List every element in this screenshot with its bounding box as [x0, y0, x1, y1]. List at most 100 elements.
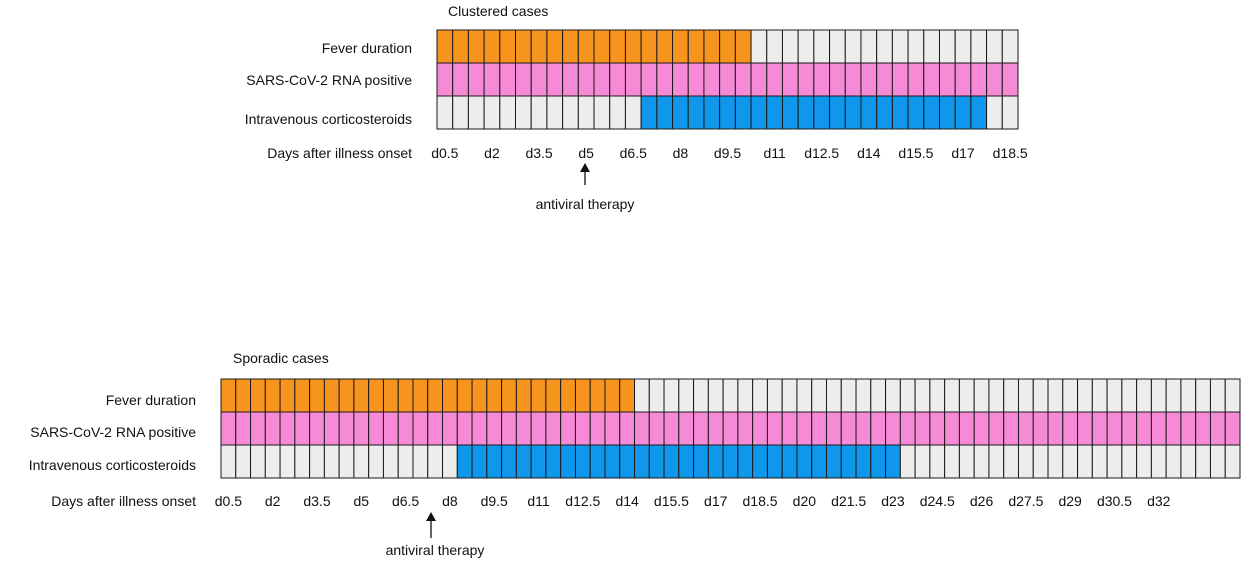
sporadic-antiviral-arrow	[426, 512, 436, 538]
clustered-steroids-cell-13	[624, 95, 642, 130]
sporadic-fever-cell-17	[456, 378, 473, 413]
clustered-rna-cell-36	[986, 62, 1003, 97]
sporadic-steroids-cell-41	[811, 444, 827, 479]
sporadic-steroids-cell-49	[929, 444, 946, 479]
sporadic-rna-cell-13	[397, 411, 414, 446]
sporadic-steroids-cell-2	[235, 444, 252, 479]
clustered-steroids-cell-8	[546, 95, 564, 130]
sporadic-rna-cell-67	[1195, 411, 1211, 446]
sporadic-rna-cell-58	[1062, 411, 1079, 446]
sporadic-tick-label: d21.5	[831, 493, 866, 509]
sporadic-rna-cell-50	[944, 411, 960, 446]
sporadic-steroids-cell-60	[1091, 444, 1108, 479]
sporadic-steroids-cell-17	[456, 444, 473, 479]
sporadic-tick-label: d18.5	[743, 493, 778, 509]
sporadic-fever-cell-47	[899, 378, 916, 413]
clustered-steroids-cell-29	[876, 95, 893, 130]
sporadic-rna-cell-22	[530, 411, 547, 446]
clustered-fever-cell-28	[860, 29, 878, 64]
clustered-row-label-steroids: Intravenous corticosteroids	[245, 111, 412, 127]
clustered-fever-cell-30	[891, 29, 909, 64]
sporadic-rna-cell-17	[456, 411, 473, 446]
sporadic-rna-cell-32	[678, 411, 695, 446]
clustered-fever-cell-26	[829, 29, 846, 64]
sporadic-rna-cell-39	[781, 411, 798, 446]
sporadic-fever-cell-39	[781, 378, 798, 413]
sporadic-steroids-cell-64	[1150, 444, 1167, 479]
sporadic-steroids-cell-27	[604, 444, 621, 479]
clustered-rna-cell-1	[436, 62, 454, 97]
sporadic-steroids-cell-11	[368, 444, 384, 479]
clustered-rna-cell-8	[546, 62, 564, 97]
sporadic-steroids-cell-4	[264, 444, 281, 479]
clustered-rna-cell-10	[577, 62, 595, 97]
sporadic-fever-cell-64	[1150, 378, 1167, 413]
clustered-steroids-cell-26	[829, 95, 846, 130]
sporadic-rna-cell-47	[899, 411, 916, 446]
sporadic-rna-cell-69	[1224, 411, 1241, 446]
sporadic-steroids-cell-21	[515, 444, 532, 479]
clustered-steroids-cell-18	[703, 95, 721, 130]
clustered-steroids-cell-24	[797, 95, 815, 130]
clustered-rna-cell-13	[624, 62, 642, 97]
clustered-fever-cell-33	[938, 29, 956, 64]
clustered-steroids-cell-37	[1001, 95, 1019, 130]
clustered-rna-cell-6	[515, 62, 532, 97]
sporadic-steroids-cell-18	[471, 444, 488, 479]
sporadic-fever-cell-6	[294, 378, 311, 413]
sporadic-tick-label: d14	[615, 493, 639, 509]
sporadic-steroids-cell-39	[781, 444, 798, 479]
sporadic-steroids-cell-20	[501, 444, 517, 479]
clustered-fever-cell-10	[577, 29, 595, 64]
clustered-fever-cell-21	[750, 29, 768, 64]
sporadic-tick-label: d32	[1147, 493, 1171, 509]
sporadic-fever-cell-40	[796, 378, 813, 413]
sporadic-fever-cell-14	[412, 378, 429, 413]
clustered-fever-cell-1	[436, 29, 454, 64]
sporadic-fever-cell-9	[338, 378, 355, 413]
sporadic-steroids-cell-33	[693, 444, 709, 479]
clustered-rna-cell-34	[954, 62, 972, 97]
sporadic-fever-cell-3	[250, 378, 266, 413]
clustered-steroids-cell-4	[483, 95, 501, 130]
sporadic-steroids-cell-1	[220, 444, 237, 479]
sporadic-steroids-cell-46	[885, 444, 901, 479]
sporadic-fever-cell-33	[693, 378, 709, 413]
sporadic-tick-label: d12.5	[565, 493, 600, 509]
clustered-fever-cell-2	[452, 29, 469, 64]
sporadic-fever-cell-60	[1091, 378, 1108, 413]
clustered-fever-cell-22	[766, 29, 783, 64]
sporadic-fever-cell-67	[1195, 378, 1211, 413]
sporadic-rna-cell-7	[309, 411, 325, 446]
sporadic-fever-cell-10	[353, 378, 370, 413]
sporadic-fever-cell-61	[1106, 378, 1123, 413]
sporadic-rna-cell-15	[427, 411, 444, 446]
sporadic-fever-cell-38	[766, 378, 783, 413]
sporadic-rna-cell-4	[264, 411, 281, 446]
sporadic-steroids-cell-19	[486, 444, 503, 479]
sporadic-cases-panel: Sporadic cases Fever duration SARS-CoV-2…	[29, 350, 1241, 558]
sporadic-steroids-cell-15	[427, 444, 444, 479]
sporadic-fever-cell-15	[427, 378, 444, 413]
sporadic-rna-cell-24	[560, 411, 576, 446]
sporadic-steroids-cell-34	[707, 444, 724, 479]
clustered-fever-cell-9	[562, 29, 579, 64]
sporadic-fever-cell-48	[914, 378, 931, 413]
clustered-fever-cell-11	[593, 29, 611, 64]
clustered-tick-label: d9.5	[714, 145, 741, 161]
sporadic-rna-cell-9	[338, 411, 355, 446]
clustered-steroids-cell-9	[562, 95, 579, 130]
sporadic-rna-cell-45	[870, 411, 887, 446]
clustered-rna-cell-11	[593, 62, 611, 97]
sporadic-tick-labels: d0.5 d2 d3.5 d5 d6.5 d8 d9.5 d11 d12.5 d14 d15.5 d1…	[215, 493, 1171, 509]
sporadic-rna-cell-6	[294, 411, 311, 446]
sporadic-steroids-cell-47	[899, 444, 916, 479]
clustered-rna-cell-22	[766, 62, 783, 97]
clustered-steroids-cell-22	[766, 95, 783, 130]
sporadic-tick-label: d3.5	[303, 493, 330, 509]
clustered-steroids-cell-35	[970, 95, 988, 130]
sporadic-rna-cell-63	[1136, 411, 1152, 446]
clustered-steroids-cell-7	[530, 95, 548, 130]
sporadic-tick-label: d27.5	[1008, 493, 1043, 509]
